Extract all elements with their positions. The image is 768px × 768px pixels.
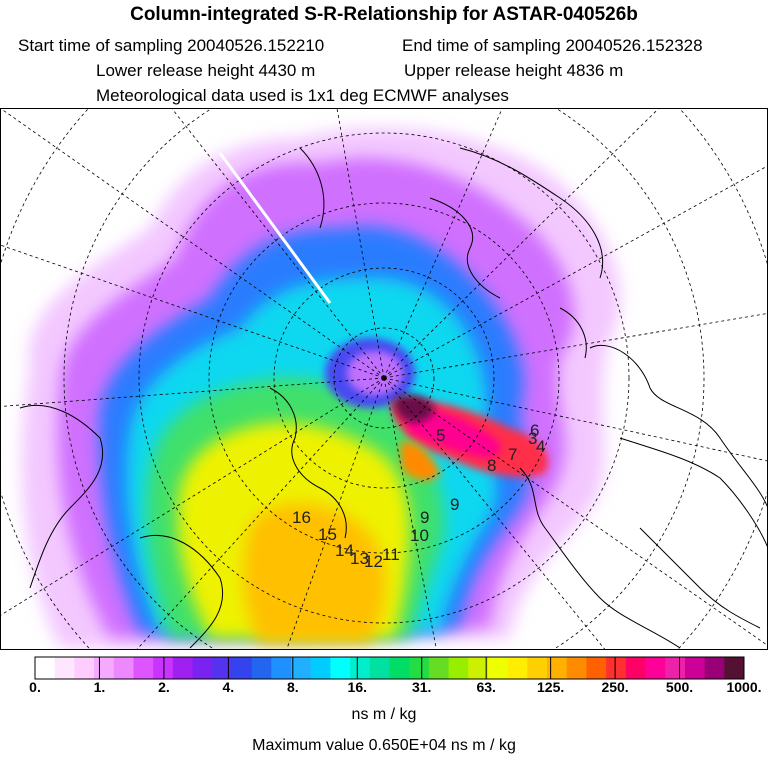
trajectory-label: 11 (382, 545, 400, 564)
colorbar-swatch (330, 657, 351, 679)
colorbar-swatch (369, 657, 390, 679)
plume-layer-orange (243, 503, 386, 643)
colorbar-tick-label: 1. (93, 679, 106, 695)
upper-release-label: Upper release height 4836 m (404, 61, 624, 80)
hotspot-dark (394, 394, 435, 423)
trajectory-label: 16 (292, 508, 311, 527)
trajectory-label: 15 (318, 525, 337, 544)
colorbar-tick-label: 4. (222, 679, 235, 695)
trajectory-labels: 5 8 9 10 11 12 13 14 15 16 9 3 4 6 7 (292, 421, 545, 571)
colorbar-tick-label: 31. (411, 679, 432, 695)
colorbar-border (34, 656, 745, 680)
colorbar-swatch (507, 657, 528, 679)
latitude-grid (0, 108, 768, 650)
colorbar-swatch (409, 657, 430, 679)
colorbar-swatch (192, 657, 213, 679)
coastlines (19, 147, 768, 649)
end-time-label: End time of sampling 20040526.152328 (402, 36, 703, 55)
colorbar-swatch (74, 657, 95, 679)
map-svg: 5 8 9 10 11 12 13 14 15 16 9 3 4 6 7 (0, 108, 768, 650)
colorbar-swatch (704, 657, 725, 679)
trajectory-label: 13 (350, 549, 369, 568)
colorbar-swatch (606, 657, 627, 679)
colorbar-swatch (251, 657, 272, 679)
colorbar-swatch (271, 657, 292, 679)
colorbar-tick-label: 2. (158, 679, 170, 695)
colorbar-swatch (35, 657, 56, 679)
trajectory-label: 10 (410, 526, 429, 545)
colorbar-swatch (113, 657, 134, 679)
colorbar-swatch (724, 657, 745, 679)
trajectory-label: 9 (420, 508, 429, 527)
north-pole-marker (381, 375, 387, 381)
trajectory-label: 7 (508, 445, 517, 464)
colorbar-tick-label: 8. (286, 679, 299, 695)
colorbar-swatch (468, 657, 489, 679)
trajectory-label: 14 (335, 541, 354, 560)
colorbar-tick-label: 125. (537, 679, 565, 695)
colorbar-swatch (231, 657, 253, 679)
colorbar-swatch (625, 657, 647, 679)
colorbar-swatch (153, 657, 174, 679)
colorbar-swatch (566, 657, 587, 679)
trajectory-label: 8 (487, 456, 496, 475)
colorbar-unit: ns m / kg (351, 706, 417, 723)
lower-release-label: Lower release height 4430 m (96, 61, 316, 80)
plume-tail-orange (400, 442, 440, 481)
colorbar-tick-label: 0. (29, 679, 41, 695)
colorbar-swatch (487, 657, 509, 679)
colorbar-tick-label: 63. (476, 679, 496, 695)
colorbar-swatch (527, 657, 548, 679)
start-time-label: Start time of sampling 20040526.152210 (18, 36, 325, 55)
colorbar-swatch (291, 657, 312, 679)
colorbar-tick-label: 250. (601, 679, 629, 695)
trajectory-label: 5 (436, 426, 445, 445)
colorbar-svg (34, 656, 745, 680)
colorbar-swatch (94, 657, 115, 679)
colorbar-swatch (645, 657, 666, 679)
map-title: Column-integrated S-R-Relationship for A… (130, 4, 638, 25)
colorbar-swatch (350, 657, 371, 679)
colorbar-swatch (310, 657, 331, 679)
data-gap-streak (218, 152, 332, 304)
colorbar-swatch (684, 657, 706, 679)
trajectory-label: 4 (536, 437, 545, 456)
colorbar-swatch (547, 657, 568, 679)
maximum-value-label: Maximum value 0.650E+04 ns m / kg (252, 737, 516, 754)
trajectory-label: 9 (450, 495, 459, 514)
trajectory-label: 12 (364, 552, 383, 571)
colorbar-swatch (389, 657, 410, 679)
colorbar-swatch (54, 657, 75, 679)
colorbar-swatch (133, 657, 154, 679)
colorbar-swatch (448, 657, 469, 679)
colorbar-tick-label: 500. (665, 679, 694, 695)
colorbar-swatch (172, 657, 194, 679)
colorbar-swatch (665, 657, 686, 679)
colorbar-tick-label: 1000. (726, 679, 762, 695)
plume-field (21, 128, 621, 648)
trajectory-label: 3 (528, 429, 537, 448)
map-panel: 5 8 9 10 11 12 13 14 15 16 9 3 4 6 7 (0, 108, 768, 650)
trajectory-label: 6 (530, 421, 539, 440)
colorbar-swatch (586, 657, 607, 679)
colorbar-swatch (428, 657, 450, 679)
colorbar (0, 652, 768, 768)
colorbar-tick-label: 16. (347, 679, 367, 695)
met-data-label: Meteorological data used is 1x1 deg ECMW… (96, 86, 509, 105)
colorbar-swatch (212, 657, 233, 679)
